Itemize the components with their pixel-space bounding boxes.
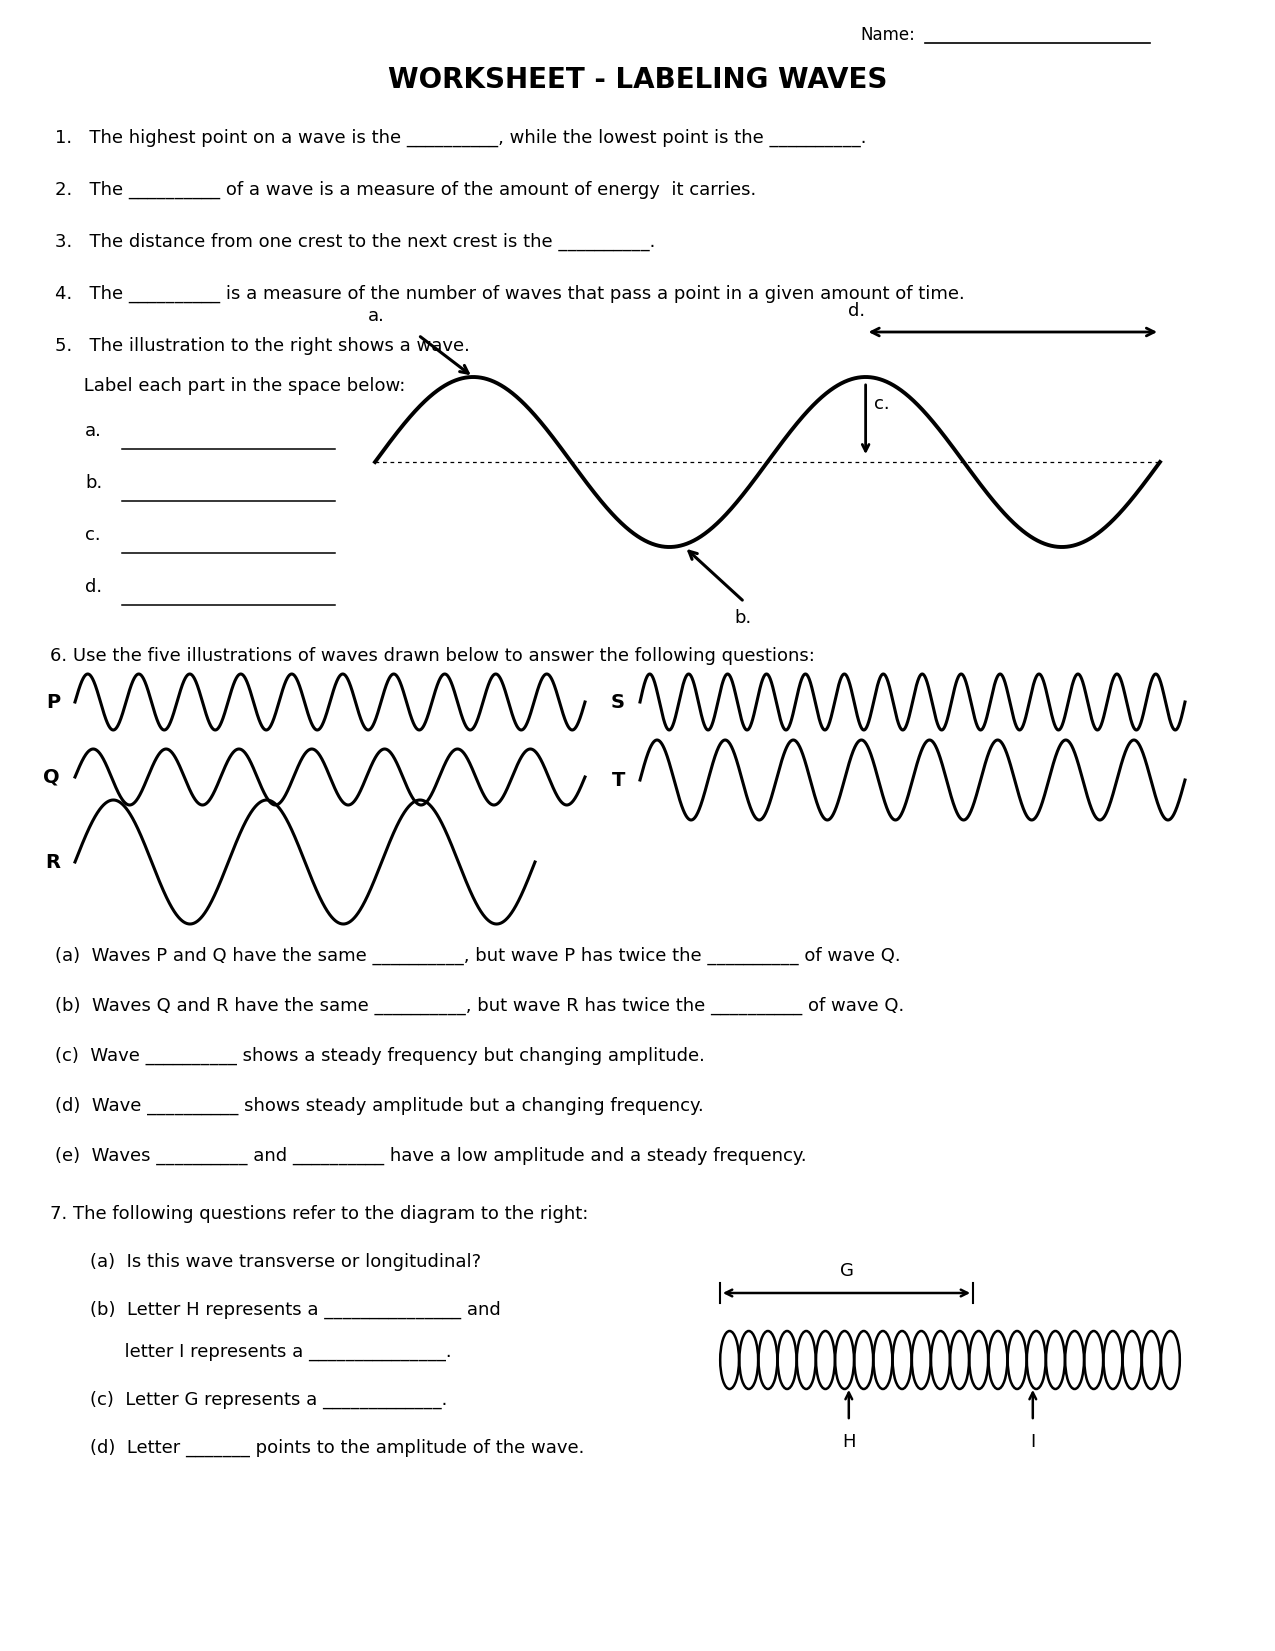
Text: R: R: [45, 852, 60, 872]
Text: (b)  Letter H represents a _______________ and: (b) Letter H represents a ______________…: [91, 1301, 501, 1319]
Text: 2.   The __________ of a wave is a measure of the amount of energy  it carries.: 2. The __________ of a wave is a measure…: [55, 182, 756, 200]
Text: a.: a.: [85, 423, 102, 441]
Text: letter I represents a _______________.: letter I represents a _______________.: [91, 1342, 451, 1362]
Text: P: P: [46, 692, 60, 712]
Text: (c)  Wave __________ shows a steady frequency but changing amplitude.: (c) Wave __________ shows a steady frequ…: [55, 1047, 705, 1065]
Text: (e)  Waves __________ and __________ have a low amplitude and a steady frequency: (e) Waves __________ and __________ have…: [55, 1147, 807, 1166]
Text: 7. The following questions refer to the diagram to the right:: 7. The following questions refer to the …: [50, 1205, 588, 1223]
Text: b.: b.: [85, 474, 102, 492]
Text: (d)  Wave __________ shows steady amplitude but a changing frequency.: (d) Wave __________ shows steady amplitu…: [55, 1096, 704, 1116]
Text: 3.   The distance from one crest to the next crest is the __________.: 3. The distance from one crest to the ne…: [55, 233, 655, 251]
Text: Label each part in the space below:: Label each part in the space below:: [55, 376, 405, 395]
Text: Q: Q: [43, 768, 60, 786]
Text: S: S: [611, 692, 625, 712]
Text: 5.   The illustration to the right shows a wave.: 5. The illustration to the right shows a…: [55, 337, 470, 355]
Text: b.: b.: [734, 609, 752, 627]
Text: (c)  Letter G represents a _____________.: (c) Letter G represents a _____________.: [91, 1392, 448, 1410]
Text: WORKSHEET - LABELING WAVES: WORKSHEET - LABELING WAVES: [388, 66, 887, 94]
Text: (a)  Waves P and Q have the same __________, but wave P has twice the __________: (a) Waves P and Q have the same ________…: [55, 948, 900, 966]
Text: d.: d.: [85, 578, 102, 596]
Text: H: H: [842, 1433, 856, 1451]
Text: a.: a.: [368, 307, 385, 325]
Text: (b)  Waves Q and R have the same __________, but wave R has twice the __________: (b) Waves Q and R have the same ________…: [55, 997, 904, 1015]
Text: 6. Use the five illustrations of waves drawn below to answer the following quest: 6. Use the five illustrations of waves d…: [50, 647, 815, 665]
Text: T: T: [612, 771, 625, 789]
Text: c.: c.: [85, 527, 101, 543]
Text: (a)  Is this wave transverse or longitudinal?: (a) Is this wave transverse or longitudi…: [91, 1253, 481, 1271]
Text: 1.   The highest point on a wave is the __________, while the lowest point is th: 1. The highest point on a wave is the __…: [55, 129, 867, 147]
Text: (d)  Letter _______ points to the amplitude of the wave.: (d) Letter _______ points to the amplitu…: [91, 1440, 584, 1458]
Text: 4.   The __________ is a measure of the number of waves that pass a point in a g: 4. The __________ is a measure of the nu…: [55, 286, 965, 304]
Text: G: G: [839, 1261, 853, 1280]
Text: d.: d.: [848, 302, 864, 320]
Text: Name:: Name:: [861, 26, 915, 45]
Text: c.: c.: [873, 395, 889, 413]
Text: I: I: [1030, 1433, 1035, 1451]
